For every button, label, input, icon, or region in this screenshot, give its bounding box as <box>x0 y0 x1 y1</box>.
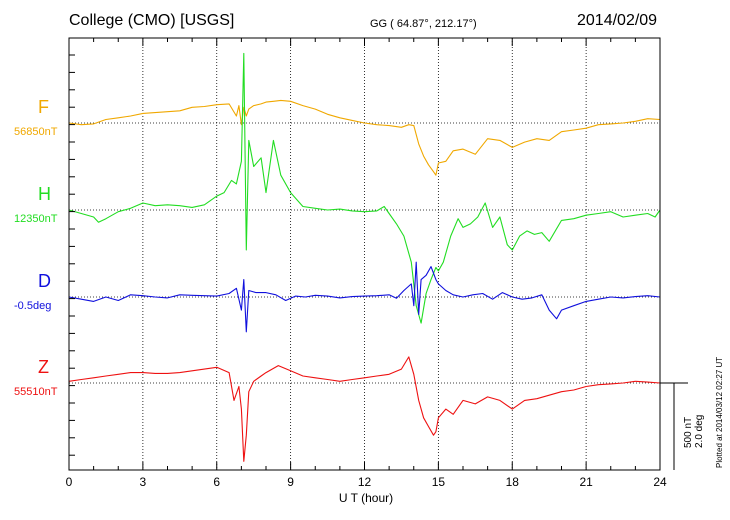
trace-h-line <box>68 52 661 324</box>
axis-ticks <box>68 38 661 470</box>
trace-d-name: D <box>38 271 51 291</box>
grid-lines <box>142 38 587 470</box>
trace-f-line <box>68 99 661 176</box>
x-tick-label-9: 9 <box>287 475 294 489</box>
x-tick-label-24: 24 <box>653 475 667 489</box>
trace-h-baseline-value: 12350nT <box>14 213 58 225</box>
station-title: College (CMO) [USGS] <box>69 12 235 29</box>
trace-z-name: Z <box>38 357 49 377</box>
x-tick-label-3: 3 <box>139 475 147 489</box>
station-coordinates: GG ( 64.87°, 212.17°) <box>370 18 477 30</box>
trace-d-line <box>68 261 661 333</box>
scale-deg-label: 2.0 deg <box>694 414 705 448</box>
x-tick-label-18: 18 <box>505 475 519 489</box>
scale-nt-label: 500 nT <box>683 416 694 448</box>
x-axis-label: U T (hour) <box>338 491 394 505</box>
trace-z-baseline-value: 55510nT <box>14 386 58 398</box>
plotted-timestamp: Plotted at 2014/03/12 02:27 UT <box>715 356 724 468</box>
trace-z-line <box>68 356 661 462</box>
x-tick-label-0: 0 <box>65 475 73 489</box>
x-tick-label-21: 21 <box>579 475 593 489</box>
trace-f-name: F <box>38 97 49 117</box>
trace-h-name: H <box>38 184 51 204</box>
trace-f-baseline-value: 56850nT <box>14 126 58 138</box>
trace-baselines <box>69 122 660 384</box>
x-tick-label-15: 15 <box>431 475 446 489</box>
trace-d-baseline-value: -0.5deg <box>14 300 52 312</box>
x-tick-label-12: 12 <box>357 475 372 489</box>
trace-lines <box>68 52 661 462</box>
x-tick-label-6: 6 <box>213 475 221 489</box>
plot-date: 2014/02/09 <box>577 12 658 29</box>
